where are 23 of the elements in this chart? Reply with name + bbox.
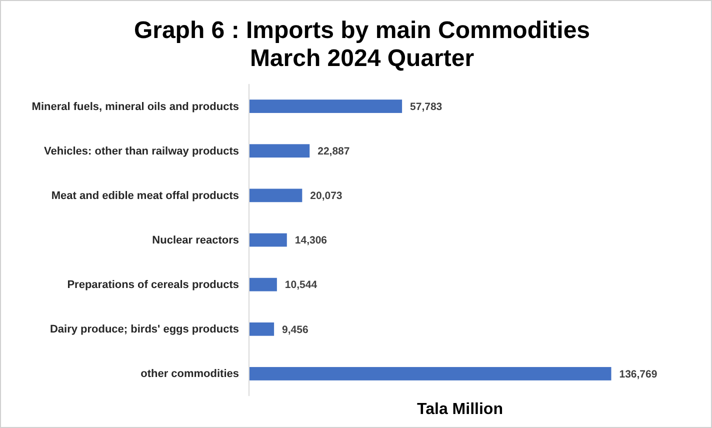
y-tick-label: other commodities	[140, 368, 239, 380]
bar	[249, 278, 277, 292]
data-label: 20,073	[310, 190, 342, 202]
data-label: 136,769	[619, 368, 658, 380]
bar	[249, 188, 302, 202]
data-label: 10,544	[284, 279, 318, 292]
y-tick-label: Vehicles: other than railway products	[44, 145, 239, 158]
bar	[249, 144, 310, 158]
data-label: 22,887	[318, 146, 350, 158]
data-label: 9,456	[282, 324, 308, 336]
bar	[249, 367, 612, 380]
bar	[249, 100, 402, 113]
y-tick-label: Dairy produce; birds' eggs products	[50, 324, 239, 336]
chart-title: Graph 6 : Imports by main Commodities March 2024 Quarter	[134, 17, 590, 72]
data-label: 57,783	[410, 100, 442, 113]
data-label: 14,306	[294, 234, 328, 247]
bar	[249, 322, 274, 336]
y-tick-label: Preparations of cereals products	[67, 279, 239, 292]
y-tick-label: Meat and edible meat offal products	[51, 190, 239, 202]
y-tick-label: Nuclear reactors	[152, 234, 239, 247]
y-tick-label: Mineral fuels, mineral oils and products	[32, 100, 239, 113]
bar	[249, 233, 287, 247]
x-axis-title: Tala Million	[417, 401, 503, 418]
